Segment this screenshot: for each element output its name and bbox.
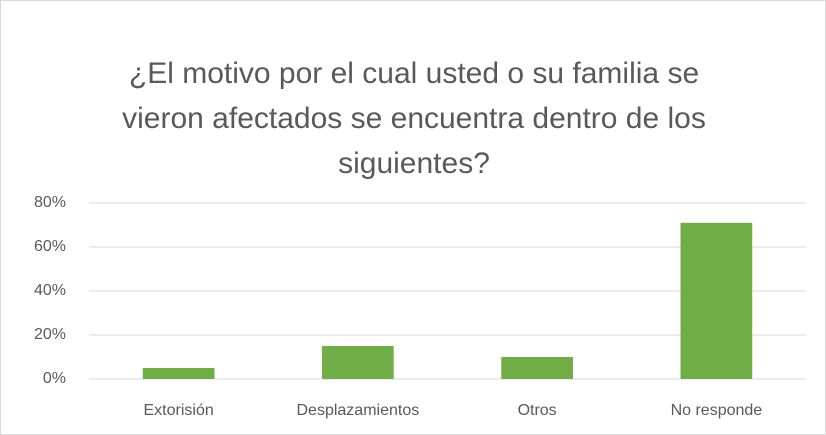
chart-title: ¿El motivo por el cual usted o su famili… [122,57,706,180]
bar [501,357,573,379]
x-tick-label: Desplazamientos [297,402,420,419]
y-tick-label: 20% [34,326,66,343]
bar [142,368,215,379]
x-tick-label: Otros [518,402,557,419]
x-tick-label: No responde [671,402,763,419]
y-tick-label: 40% [34,282,66,299]
y-tick-label: 0% [43,370,66,387]
y-tick-label: 60% [34,238,66,255]
y-tick-label: 80% [34,194,66,211]
bar [680,222,753,379]
x-tick-label: Extorisión [144,402,214,419]
bar [322,346,394,379]
